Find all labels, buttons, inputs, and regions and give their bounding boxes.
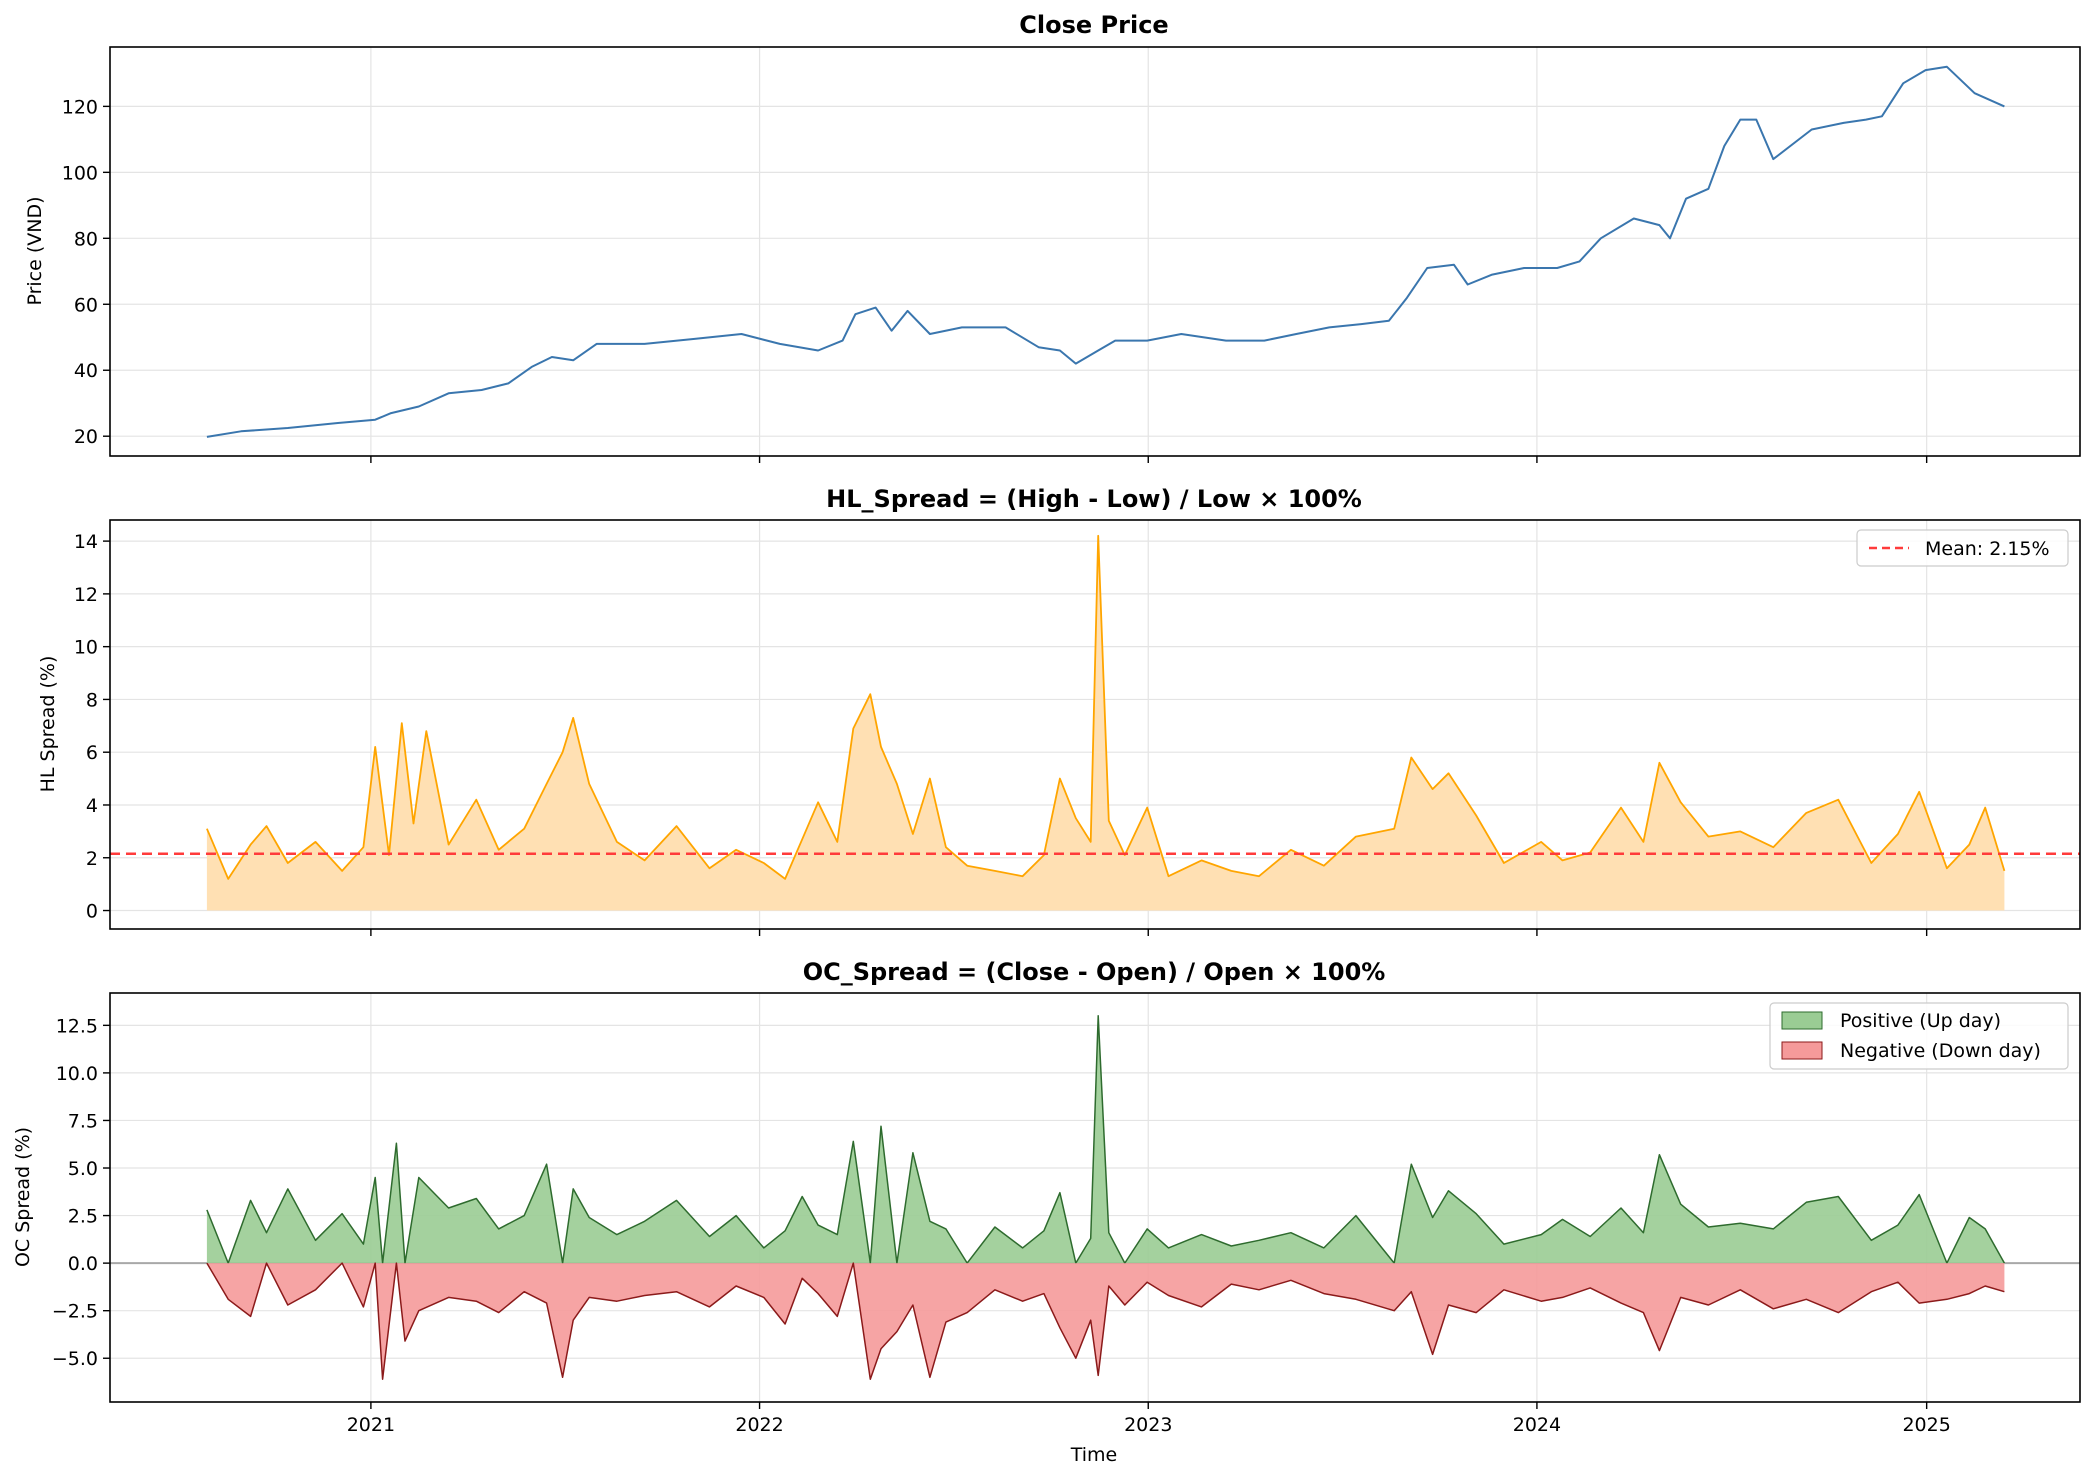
oc-negative-area xyxy=(206,1263,2005,1380)
oc-legend-box xyxy=(1769,1002,2069,1070)
y-tick-label: 10 xyxy=(74,637,98,659)
y-tick-label: 60 xyxy=(74,294,98,316)
y-tick-label: 100 xyxy=(62,162,98,184)
oc-positive-line xyxy=(206,1015,2006,1264)
y-tick-label: 7.5 xyxy=(68,1110,98,1132)
hl-legend: Mean: 2.15% xyxy=(1856,529,2069,567)
x-tick-label: 2024 xyxy=(1513,1414,1561,1436)
y-tick-label: −2.5 xyxy=(52,1301,98,1323)
y-tick-label: 5.0 xyxy=(68,1158,98,1180)
oc-legend-positive-swatch xyxy=(1781,1011,1823,1030)
x-tick-label: 2025 xyxy=(1902,1414,1950,1436)
y-tick-label: 4 xyxy=(86,795,98,817)
hl-legend-mean-label: Mean: 2.15% xyxy=(1925,538,2050,560)
y-tick-label: 8 xyxy=(86,689,98,711)
close-price-ylabel: Price (VND) xyxy=(24,196,46,305)
hl-spread-ylabel: HL Spread (%) xyxy=(37,656,59,793)
y-tick-label: 40 xyxy=(74,360,98,382)
close-price-title: Close Price xyxy=(1019,11,1168,39)
close-price-line xyxy=(206,65,2005,438)
y-tick-label: 2.5 xyxy=(68,1206,98,1228)
y-tick-label: 14 xyxy=(74,531,98,553)
oc-positive-area xyxy=(206,1015,2005,1264)
oc-spread-panel: OC_Spread = (Close - Open) / Open × 100%… xyxy=(12,958,2081,1466)
oc-legend-negative-swatch xyxy=(1781,1041,1823,1060)
oc-spread-ylabel: OC Spread (%) xyxy=(12,1127,34,1267)
y-tick-label: 2 xyxy=(86,848,98,870)
oc-legend-negative-label: Negative (Down day) xyxy=(1840,1040,2041,1062)
y-tick-label: 0 xyxy=(86,901,98,923)
hl-spread-line xyxy=(206,534,2006,880)
hl-spread-plot-frame xyxy=(109,519,2081,930)
x-tick-label: 2021 xyxy=(347,1414,395,1436)
hl-spread-panel: HL_Spread = (High - Low) / Low × 100% 0 2… xyxy=(37,485,2081,936)
oc-legend-positive-label: Positive (Up day) xyxy=(1840,1010,2001,1032)
y-tick-label: 80 xyxy=(74,228,98,250)
y-tick-label: 10.0 xyxy=(56,1063,98,1085)
hl-spread-area xyxy=(206,535,2005,911)
oc-spread-title: OC_Spread = (Close - Open) / Open × 100% xyxy=(803,958,1386,986)
x-tick-label: 2022 xyxy=(735,1414,783,1436)
hl-spread-title: HL_Spread = (High - Low) / Low × 100% xyxy=(826,485,1362,513)
y-tick-label: 12.5 xyxy=(56,1015,98,1037)
y-tick-label: 0.0 xyxy=(68,1253,98,1275)
hl-legend-box xyxy=(1856,529,2069,567)
y-tick-label: 6 xyxy=(86,742,98,764)
oc-legend: Positive (Up day) Negative (Down day) xyxy=(1769,1002,2069,1070)
y-tick-label: 120 xyxy=(62,96,98,118)
y-tick-label: 12 xyxy=(74,584,98,606)
oc-negative-line xyxy=(206,1262,2005,1380)
oc-spread-plot-frame xyxy=(109,992,2081,1403)
x-tick-label: 2023 xyxy=(1124,1414,1172,1436)
close-price-plot-frame xyxy=(109,46,2081,457)
y-tick-label: 20 xyxy=(74,426,98,448)
close-price-panel: Close Price 20 40 60 80 100 120 Price (VND) xyxy=(24,11,2081,463)
y-tick-label: −5.0 xyxy=(52,1348,98,1370)
x-axis-label: Time xyxy=(1070,1444,1118,1466)
